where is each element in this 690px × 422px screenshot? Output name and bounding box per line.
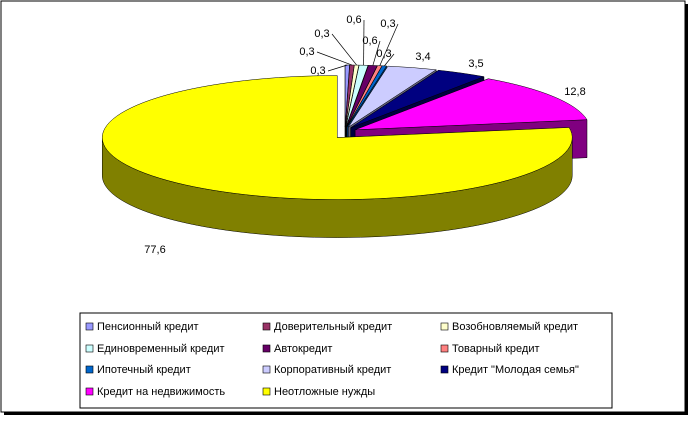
data-label: 12,8 <box>564 86 585 98</box>
legend-label: Возобновляемый кредит <box>452 321 578 333</box>
legend-label: Корпоративный кредит <box>274 364 391 376</box>
legend-swatch <box>263 323 270 330</box>
legend-swatch <box>263 388 270 395</box>
legend-label: Неотложные нужды <box>274 386 375 398</box>
data-label: 0,3 <box>310 65 325 77</box>
legend-swatch <box>441 366 448 373</box>
legend-swatch <box>86 366 93 373</box>
legend-label: Автокредит <box>274 343 332 355</box>
data-label: 0,3 <box>314 28 329 40</box>
legend-swatch <box>263 366 270 373</box>
data-label: 77,6 <box>144 244 165 256</box>
legend-swatch <box>86 388 93 395</box>
data-label: 0,3 <box>380 18 395 30</box>
legend-label: Ипотечный кредит <box>97 364 191 376</box>
legend-swatch <box>86 345 93 352</box>
data-label: 0,3 <box>299 46 314 58</box>
legend-label: Пенсионный кредит <box>97 321 199 333</box>
legend-swatch <box>441 345 448 352</box>
legend-label: Единовременный кредит <box>97 343 225 355</box>
legend-label: Кредит на недвижимость <box>97 386 225 398</box>
data-label: 3,5 <box>468 58 483 70</box>
data-label: 3,4 <box>415 51 430 63</box>
legend-label: Кредит "Молодая семья" <box>452 364 579 376</box>
data-label: 0,6 <box>346 14 361 26</box>
legend-swatch <box>263 345 270 352</box>
legend-label: Товарный кредит <box>452 343 540 355</box>
data-label: 0,6 <box>362 35 377 47</box>
legend-label: Доверительный кредит <box>274 321 392 333</box>
legend-swatch <box>86 323 93 330</box>
legend-swatch <box>441 323 448 330</box>
data-label: 0,3 <box>376 48 391 60</box>
